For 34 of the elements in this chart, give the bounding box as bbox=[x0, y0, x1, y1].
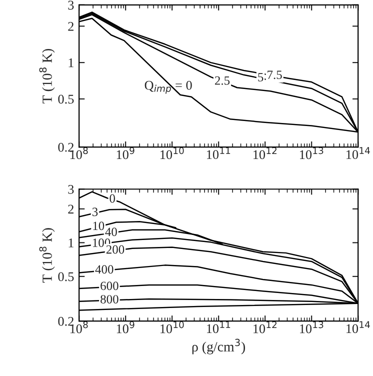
y-tick-label: 0.2 bbox=[58, 142, 74, 152]
annotation: 10 bbox=[93, 222, 104, 230]
annotation: 7.5 bbox=[268, 70, 282, 80]
y-tick-label: 0.5 bbox=[58, 94, 74, 104]
x-tick-label: 10$^{12}$ bbox=[254, 321, 276, 334]
y-tick-label: 0.2 bbox=[58, 316, 74, 326]
annotation: 800 bbox=[100, 295, 118, 304]
annotation: Q$_{imp}$ = 0 bbox=[144, 80, 192, 94]
y-axis-title: T (10$^{8}$ K) bbox=[39, 228, 55, 283]
annotation: 600 bbox=[100, 282, 118, 290]
y-tick-label: 1 bbox=[68, 238, 74, 248]
x-tick-label: 10$^{13}$ bbox=[300, 321, 324, 334]
y-axis-title: T (10$^{8}$ K) bbox=[39, 48, 55, 104]
x-tick-label: 10$^{10}$ bbox=[160, 147, 184, 160]
x-tick-label: 10$^{14}$ bbox=[346, 321, 370, 334]
x-axis-title: ρ (g/cm$^{3}$) bbox=[192, 338, 246, 354]
y-tick-label: 3 bbox=[68, 184, 74, 194]
annotation: 3 bbox=[92, 208, 98, 216]
y-tick-label: 0.5 bbox=[58, 272, 74, 282]
annotation: 2.5 bbox=[214, 76, 230, 85]
y-tick-label: 2 bbox=[68, 204, 74, 214]
x-tick-label: 10$^{12}$ bbox=[254, 147, 276, 160]
annotation: 200 bbox=[106, 245, 124, 254]
annotation: 40 bbox=[105, 228, 117, 236]
y-tick-label: 1 bbox=[68, 58, 74, 68]
annotation: 5 bbox=[258, 73, 264, 82]
x-tick-label: 10$^{11}$ bbox=[207, 321, 230, 334]
y-tick-label: 3 bbox=[68, 0, 74, 10]
annotation: 0 bbox=[110, 194, 116, 203]
x-tick-label: 10$^{9}$ bbox=[116, 321, 134, 334]
annotation: 400 bbox=[95, 265, 114, 274]
y-tick-label: 2 bbox=[68, 22, 74, 31]
x-tick-label: 10$^{14}$ bbox=[346, 147, 370, 160]
x-tick-label: 10$^{10}$ bbox=[160, 321, 184, 334]
